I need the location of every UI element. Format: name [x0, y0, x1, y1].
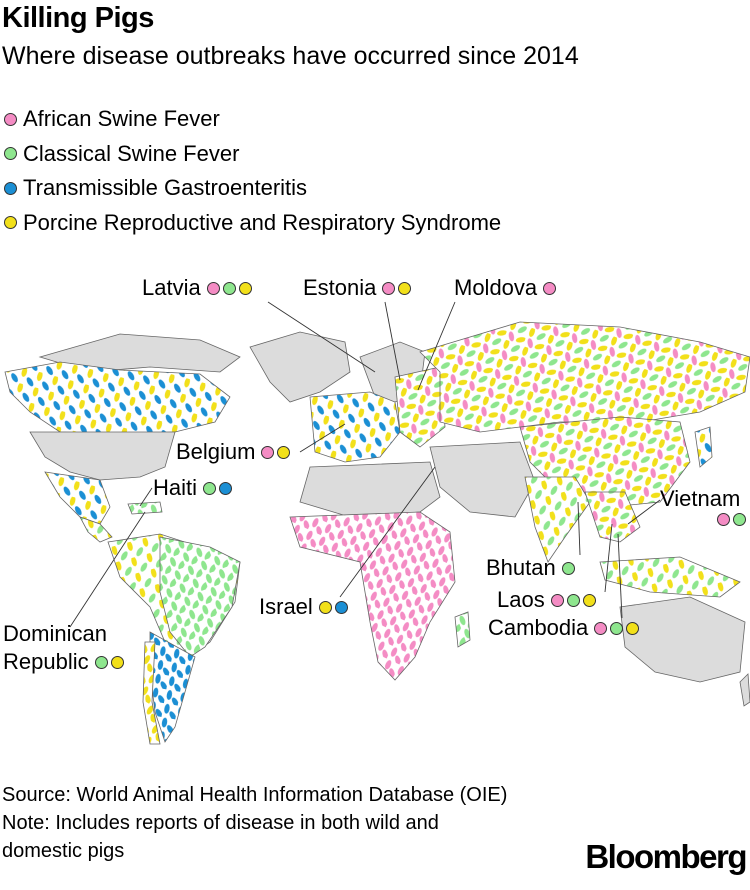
blue-dot-icon: [219, 481, 233, 495]
pink-dot-icon: [4, 112, 17, 126]
yellow-dot-icon: [582, 593, 596, 607]
pink-dot-icon: [543, 281, 557, 295]
madagascar-region: [454, 611, 471, 648]
pink-dot-icon: [261, 445, 275, 459]
pink-dot-icon: [206, 281, 220, 295]
green-dot-icon: [561, 561, 575, 575]
central-america-region: [79, 516, 113, 543]
country-label-laos: Laos: [497, 587, 599, 613]
country-label-vietnam: Vietnam: [660, 486, 740, 512]
country-label-bhutan: Bhutan: [486, 555, 578, 581]
western-europe-region: [309, 391, 401, 463]
yellow-dot-icon: [4, 216, 17, 230]
leader-israel: [339, 466, 436, 598]
world-map: [4, 301, 750, 745]
vietnam-dots: [717, 513, 749, 526]
green-dot-icon: [222, 281, 236, 295]
africa-region: [289, 511, 456, 681]
country-label-israel: Israel: [259, 594, 351, 620]
country-name: Belgium: [176, 439, 256, 464]
leader-estonia: [384, 301, 401, 381]
chile-region: [142, 641, 161, 745]
russia-region: [419, 321, 750, 433]
leader-belgium: [299, 423, 346, 453]
green-dot-icon: [94, 655, 108, 669]
leader-vietnam: [627, 499, 661, 525]
yellow-dot-icon: [318, 600, 332, 614]
north-america-region: [4, 361, 231, 435]
pink-dot-icon: [382, 281, 396, 295]
caribbean-region: [127, 501, 163, 515]
footer-notes: Source: World Animal Health Information …: [2, 781, 522, 865]
blue-dot-icon: [4, 181, 17, 195]
legend-item-csf: Classical Swine Fever: [4, 137, 501, 172]
country-name: Israel: [259, 594, 313, 619]
source-text: Source: World Animal Health Information …: [2, 784, 508, 806]
mexico-region: [44, 471, 111, 525]
country-name: Cambodia: [488, 615, 589, 640]
country-name: Vietnam: [660, 486, 741, 511]
legend-label: Transmissible Gastroenteritis: [23, 175, 308, 201]
country-label-haiti: Haiti: [153, 475, 235, 501]
leader-moldova: [417, 301, 456, 391]
green-dot-icon: [610, 621, 624, 635]
country-name: Estonia: [303, 275, 377, 300]
legend: African Swine Fever Classical Swine Feve…: [4, 102, 501, 240]
leader-bhutan: [577, 501, 581, 556]
country-name-line2: Republic: [3, 649, 89, 674]
country-label-dominican-republic: Dominican Republic: [3, 620, 127, 676]
country-name: Bhutan: [486, 555, 556, 580]
country-name: Haiti: [153, 475, 198, 500]
middle-east-region: [429, 441, 536, 518]
leader-latvia: [267, 301, 376, 373]
brazil-region: [159, 536, 241, 658]
country-label-cambodia: Cambodia: [488, 615, 642, 641]
green-dot-icon: [733, 513, 746, 526]
legend-item-asf: African Swine Fever: [4, 102, 501, 137]
leader-laos: [604, 523, 613, 593]
legend-label: African Swine Fever: [23, 106, 220, 132]
country-name-line1: Dominican: [3, 621, 107, 646]
leader-dominican: [69, 511, 146, 628]
yellow-dot-icon: [277, 445, 291, 459]
country-label-belgium: Belgium: [176, 439, 293, 465]
country-label-latvia: Latvia: [142, 275, 255, 301]
green-dot-icon: [566, 593, 580, 607]
country-label-estonia: Estonia: [303, 275, 414, 301]
pink-dot-icon: [550, 593, 564, 607]
chart-subtitle: Where disease outbreaks have occurred si…: [2, 42, 579, 70]
japan-region: [694, 426, 713, 468]
blue-dot-icon: [334, 600, 348, 614]
country-name: Latvia: [142, 275, 201, 300]
leader-haiti: [139, 487, 153, 507]
country-label-moldova: Moldova: [454, 275, 559, 301]
indonesia-region: [599, 556, 741, 598]
yellow-dot-icon: [398, 281, 412, 295]
eastern-europe-region: [394, 366, 446, 448]
legend-label: Classical Swine Fever: [23, 140, 240, 166]
note-text: Note: Includes reports of disease in bot…: [2, 812, 439, 862]
legend-item-prrs: Porcine Reproductive and Respiratory Syn…: [4, 206, 501, 241]
southeast-asia-region: [584, 491, 641, 543]
chart-title: Killing Pigs: [2, 2, 154, 34]
green-dot-icon: [4, 147, 17, 161]
bloomberg-logo: Bloomberg: [585, 838, 747, 875]
country-name-line2-row: Republic: [3, 648, 127, 676]
yellow-dot-icon: [110, 655, 124, 669]
yellow-dot-icon: [626, 621, 640, 635]
new-zealand-region: [739, 673, 750, 707]
pink-dot-icon: [594, 621, 608, 635]
legend-item-tge: Transmissible Gastroenteritis: [4, 171, 501, 206]
greenland-region: [249, 331, 351, 403]
india-region: [524, 476, 591, 563]
yellow-dot-icon: [238, 281, 252, 295]
legend-label: Porcine Reproductive and Respiratory Syn…: [23, 209, 502, 235]
usa-region: [29, 431, 176, 481]
pink-dot-icon: [717, 513, 730, 526]
country-name: Moldova: [454, 275, 538, 300]
green-dot-icon: [203, 481, 217, 495]
australia-region: [619, 596, 746, 683]
leader-cambodia: [617, 533, 623, 619]
country-name: Laos: [497, 587, 545, 612]
